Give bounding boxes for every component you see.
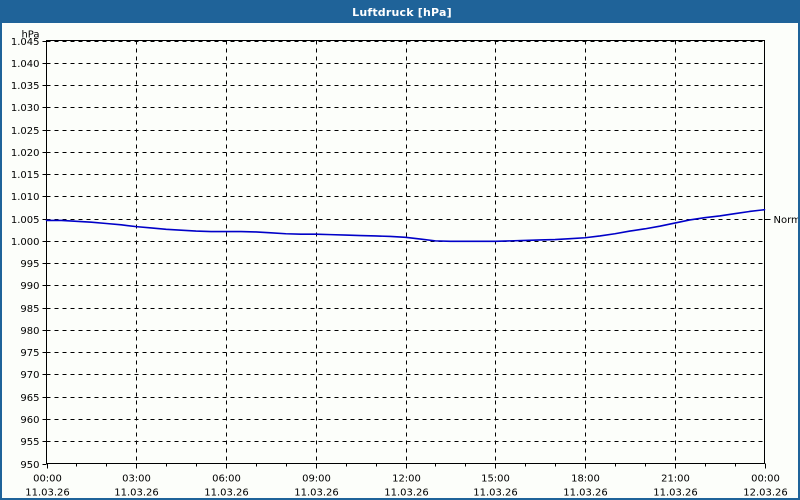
vertical-gridlines <box>136 40 676 464</box>
plot-frame <box>46 40 765 464</box>
y-axis-tick-label: 1.020 <box>11 148 40 159</box>
y-axis-tick-label: 980 <box>20 326 39 337</box>
x-axis-date-label: 11.03.26 <box>563 488 608 499</box>
x-axis-time-label: 21:00 <box>661 474 690 485</box>
x-axis-date-label: 12.03.26 <box>743 488 788 499</box>
y-axis-tick-label: 965 <box>20 393 39 404</box>
x-axis-time-label: 18:00 <box>571 474 600 485</box>
y-axis-tick-label: 1.015 <box>11 170 40 181</box>
x-axis-time-label: 12:00 <box>392 474 421 485</box>
y-axis-unit-label: hPa <box>21 30 39 41</box>
x-axis-date-label: 11.03.26 <box>25 488 70 499</box>
y-axis-ticks <box>42 41 47 465</box>
y-axis-labels: 950 955 960 965 970 975 980 985 990 995 1.000 1.005… <box>11 37 40 471</box>
x-axis-date-label: 11.03.26 <box>653 488 698 499</box>
x-axis-time-label: 03:00 <box>122 474 151 485</box>
pressure-series-line <box>45 208 766 243</box>
y-axis-tick-label: 955 <box>20 437 39 448</box>
page-title: Luftdruck [hPa] <box>352 6 452 19</box>
x-axis-time-label: 00:00 <box>33 474 62 485</box>
y-axis-tick-label: 1.005 <box>11 215 40 226</box>
y-axis-tick-label: 1.035 <box>11 81 40 92</box>
y-axis-tick-label: 950 <box>20 460 39 471</box>
y-axis-tick-label: 1.010 <box>11 192 40 203</box>
y-axis-tick-label: 990 <box>20 281 39 292</box>
y-axis-tick-label: 970 <box>20 370 39 381</box>
y-axis-tick-label: 1.000 <box>11 237 40 248</box>
x-axis-time-label: 15:00 <box>481 474 510 485</box>
y-axis-tick-label: 1.025 <box>11 126 40 137</box>
y-axis-tick-label: 1.045 <box>11 37 40 48</box>
horizontal-gridlines <box>46 41 765 442</box>
x-axis-labels: 00:00 11.03.26 03:00 11.03.26 06:00 11.03.26 0… <box>25 474 788 499</box>
y-axis-tick-label: 960 <box>20 415 39 426</box>
x-axis-date-label: 11.03.26 <box>114 488 159 499</box>
x-axis-date-label: 11.03.26 <box>384 488 429 499</box>
y-axis-tick-label: 1.030 <box>11 103 40 114</box>
window-titlebar: Luftdruck [hPa] <box>2 2 798 23</box>
x-axis-date-label: 11.03.26 <box>294 488 339 499</box>
x-axis-time-label: 09:00 <box>302 474 331 485</box>
chart-area: 950 955 960 965 970 975 980 985 990 995 1.000 1.005… <box>2 23 800 499</box>
x-axis-date-label: 11.03.26 <box>473 488 518 499</box>
y-axis-tick-label: 1.040 <box>11 59 40 70</box>
x-axis-time-label: 06:00 <box>212 474 241 485</box>
x-axis-time-label: 00:00 <box>751 474 780 485</box>
x-axis-ticks <box>47 463 766 469</box>
y-axis-tick-label: 975 <box>20 348 39 359</box>
y-axis-tick-label: 985 <box>20 304 39 315</box>
x-axis-date-label: 11.03.26 <box>204 488 249 499</box>
legend-normal-label: Normal <box>774 215 800 226</box>
pressure-line-chart: 950 955 960 965 970 975 980 985 990 995 1.000 1.005… <box>11 30 800 499</box>
y-axis-tick-label: 995 <box>20 259 39 270</box>
